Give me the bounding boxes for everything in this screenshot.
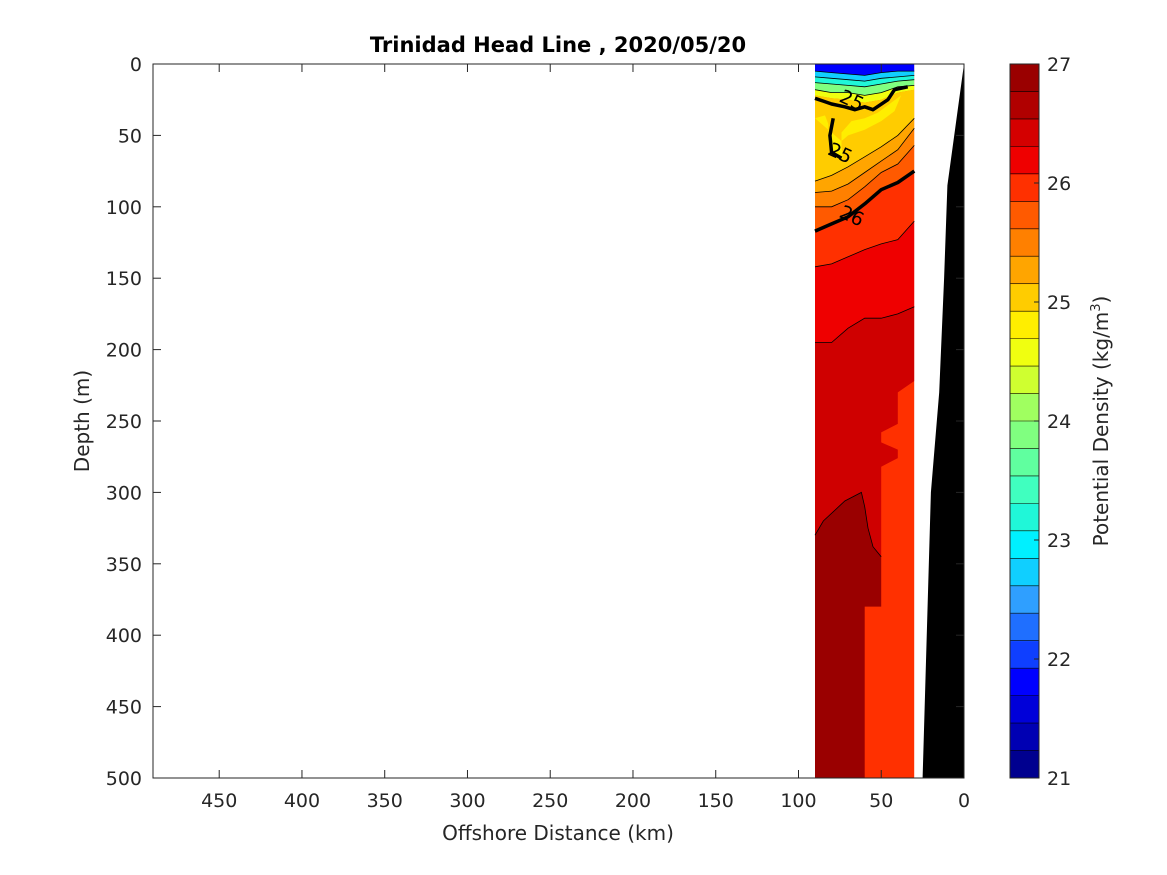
x-tick-label: 200: [615, 790, 651, 812]
x-tick-label: 450: [201, 790, 237, 812]
colorbar-swatch: [1010, 640, 1039, 669]
y-tick-label: 200: [106, 340, 142, 362]
contour-band-24-5: [815, 85, 915, 103]
x-tick-label: 0: [958, 790, 970, 812]
colorbar-tick-label: 25: [1047, 292, 1071, 314]
y-axis-label: Depth (m): [70, 370, 94, 472]
colorbar-tick-label: 26: [1047, 173, 1071, 195]
x-tick-label: 250: [532, 790, 568, 812]
y-tick-label: 0: [130, 54, 142, 76]
contour-line: [814, 118, 915, 182]
x-tick-label: 300: [449, 790, 485, 812]
colorbar-swatch: [1010, 448, 1039, 477]
colorbar-swatch: [1010, 366, 1039, 395]
contour-band-24-75: [815, 95, 902, 159]
colorbar-swatch: [1010, 530, 1039, 559]
colorbar-swatch: [1010, 668, 1039, 697]
x-tick-label: 350: [367, 790, 403, 812]
colorbar-swatch: [1010, 558, 1039, 587]
x-tick-label: 400: [284, 790, 320, 812]
colorbar-swatch: [1010, 750, 1039, 779]
colorbar-swatch: [1010, 228, 1039, 257]
contour-line: [814, 75, 915, 82]
contour-line-bold: [814, 85, 909, 112]
colorbar-swatch: [1010, 91, 1039, 120]
contour-band-26-5: [815, 306, 915, 557]
colorbar-swatch: [1010, 613, 1039, 642]
y-tick-label: 500: [106, 768, 142, 790]
colorbar-swatch: [1010, 338, 1039, 367]
colorbar-swatch: [1010, 64, 1039, 92]
colorbar-swatch: [1010, 421, 1039, 449]
x-axis: 450 400 350 300 250 200 150 100 50 0: [201, 64, 970, 812]
colorbar-label: Potential Density (kg/m3): [1089, 296, 1113, 547]
colorbar-swatch: [1010, 201, 1039, 230]
y-tick-label: 150: [106, 268, 142, 290]
contour-line: [814, 128, 915, 193]
contour-band-25-5: [815, 128, 915, 207]
contour-band-24: [815, 79, 915, 96]
y-tick-label: 100: [106, 197, 142, 219]
contour-band-26-75: [815, 492, 882, 778]
contour-line: [814, 79, 915, 88]
x-axis-label: Offshore Distance (km): [442, 821, 674, 845]
contour-line-bold: [828, 117, 843, 160]
contour-band-26: [815, 171, 915, 267]
y-tick-label: 350: [106, 554, 142, 576]
x-tick-label: 50: [869, 790, 893, 812]
x-tick-label: 150: [698, 790, 734, 812]
colorbar-swatch: [1010, 118, 1039, 147]
contour-line: [814, 491, 882, 557]
colorbar-swatch: [1010, 695, 1039, 724]
y-tick-label: 50: [118, 125, 142, 147]
colorbar-swatch: [1010, 475, 1039, 504]
colorbar-swatch: [1010, 311, 1039, 340]
y-tick-label: 250: [106, 411, 142, 433]
colorbar-tick-label: 23: [1047, 530, 1071, 552]
colorbar-swatch: [1010, 503, 1039, 532]
y-tick-label: 450: [106, 697, 142, 719]
y-tick-label: 300: [106, 482, 142, 504]
contour-line: [815, 145, 915, 208]
colorbar-swatch: [1010, 585, 1039, 614]
colorbar-swatch: [1010, 173, 1039, 202]
bottom-topography: [922, 64, 964, 778]
x-tick-label: 100: [780, 790, 816, 812]
colorbar-swatch: [1010, 256, 1039, 285]
colorbar-swatch: [1010, 146, 1039, 175]
contour-line: [814, 70, 915, 76]
contour-band-22: [815, 64, 915, 76]
chart-title: Trinidad Head Line , 2020/05/20: [370, 33, 746, 57]
colorbar-tick-label: 22: [1047, 649, 1071, 671]
contour-line: [814, 85, 915, 96]
colorbar-tick-label: 27: [1047, 54, 1071, 76]
contour-band-26-25: [815, 221, 915, 343]
colorbar-swatch: [1010, 393, 1039, 422]
colorbar-tick-label: 21: [1047, 768, 1071, 790]
y-axis: 0 50 100 150 200 250 300 350 400 450 500: [106, 54, 964, 790]
contour-line: [815, 306, 915, 343]
colorbar-swatch: [1010, 283, 1039, 312]
contour-band-25-75: [815, 145, 915, 232]
colorbar: 21 22 23 24 25 26 27: [1009, 54, 1071, 790]
y-tick-label: 400: [106, 625, 142, 647]
colorbar-tick-label: 24: [1047, 411, 1071, 433]
contour-line-bold: [814, 169, 916, 233]
colorbar-swatch: [1010, 723, 1039, 752]
contour-band-25-25: [815, 118, 915, 193]
contour-line: [814, 220, 915, 268]
